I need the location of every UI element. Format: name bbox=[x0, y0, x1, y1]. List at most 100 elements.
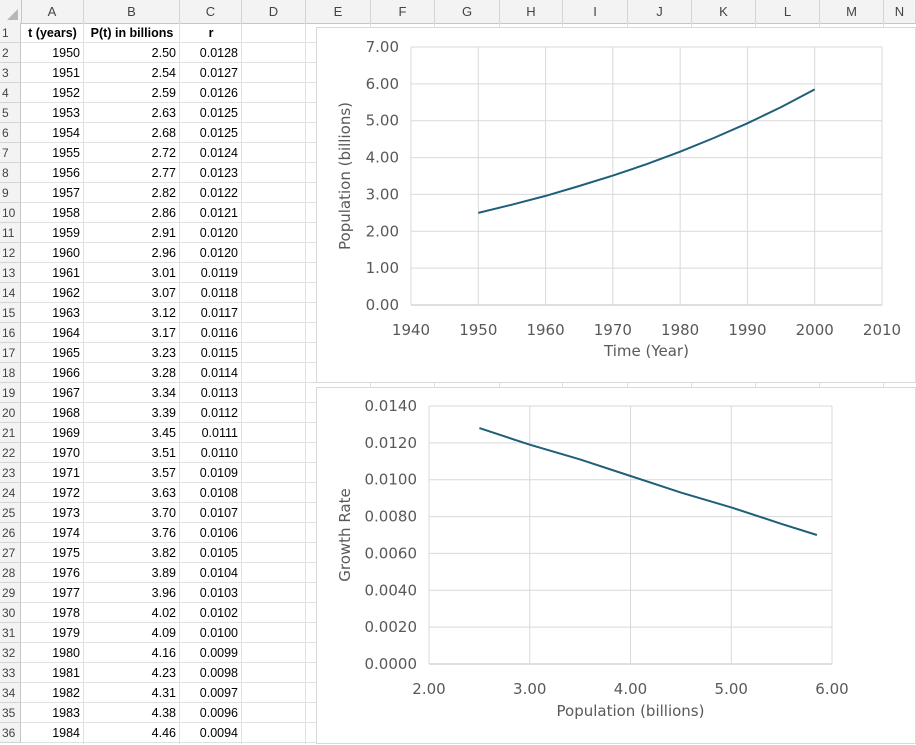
data-cell[interactable]: 0.0108 bbox=[199, 486, 238, 500]
data-cell[interactable]: 1956 bbox=[52, 166, 80, 180]
row-header-31[interactable]: 31 bbox=[0, 623, 21, 643]
data-cell[interactable]: 3.28 bbox=[151, 366, 176, 380]
data-cell[interactable]: 3.39 bbox=[151, 406, 176, 420]
data-cell[interactable]: 0.0128 bbox=[199, 46, 238, 60]
row-header-23[interactable]: 23 bbox=[0, 463, 21, 483]
row-header-32[interactable]: 32 bbox=[0, 643, 21, 663]
data-cell[interactable]: 0.0114 bbox=[200, 366, 238, 380]
row-header-20[interactable]: 20 bbox=[0, 403, 21, 423]
row-header-13[interactable]: 13 bbox=[0, 263, 21, 283]
data-cell[interactable]: 2.68 bbox=[151, 126, 176, 140]
data-cell[interactable]: 0.0098 bbox=[199, 666, 238, 680]
data-cell[interactable]: 0.0105 bbox=[199, 546, 238, 560]
data-cell[interactable]: 0.0123 bbox=[199, 166, 238, 180]
row-header-36[interactable]: 36 bbox=[0, 723, 21, 743]
data-cell[interactable]: 0.0094 bbox=[199, 726, 238, 740]
row-header-28[interactable]: 28 bbox=[0, 563, 21, 583]
data-cell[interactable]: 2.96 bbox=[151, 246, 176, 260]
row-header-34[interactable]: 34 bbox=[0, 683, 21, 703]
data-cell[interactable]: 4.16 bbox=[151, 646, 176, 660]
data-cell[interactable]: 3.82 bbox=[151, 546, 176, 560]
row-header-15[interactable]: 15 bbox=[0, 303, 21, 323]
data-cell[interactable]: 2.50 bbox=[151, 46, 176, 60]
data-cell[interactable]: 1979 bbox=[52, 626, 80, 640]
population-chart[interactable]: 0.00 1.00 2.00 3.00 4.00 5.00 6.00 7.00 1940 1950… bbox=[316, 27, 916, 383]
column-header-d[interactable]: D bbox=[242, 0, 306, 23]
column-header-f[interactable]: F bbox=[371, 0, 435, 23]
data-cell[interactable]: 1959 bbox=[52, 226, 80, 240]
data-cell[interactable]: 0.0120 bbox=[199, 246, 238, 260]
row-header-3[interactable]: 3 bbox=[0, 63, 21, 83]
data-cell[interactable]: 3.01 bbox=[151, 266, 176, 280]
data-cell[interactable]: 0.0110 bbox=[200, 446, 238, 460]
data-cell[interactable]: 0.0126 bbox=[199, 86, 238, 100]
column-header-h[interactable]: H bbox=[500, 0, 563, 23]
row-header-35[interactable]: 35 bbox=[0, 703, 21, 723]
row-header-12[interactable]: 12 bbox=[0, 243, 21, 263]
data-cell[interactable]: 0.0099 bbox=[199, 646, 238, 660]
data-cell[interactable]: 1984 bbox=[52, 726, 80, 740]
data-cell[interactable]: 0.0119 bbox=[200, 266, 238, 280]
data-cell[interactable]: 1952 bbox=[52, 86, 80, 100]
row-header-19[interactable]: 19 bbox=[0, 383, 21, 403]
data-cell[interactable]: 3.89 bbox=[151, 566, 176, 580]
data-cell[interactable]: 0.0127 bbox=[199, 66, 238, 80]
row-header-5[interactable]: 5 bbox=[0, 103, 21, 123]
row-header-4[interactable]: 4 bbox=[0, 83, 21, 103]
row-header-22[interactable]: 22 bbox=[0, 443, 21, 463]
data-cell[interactable]: 0.0097 bbox=[199, 686, 238, 700]
data-cell[interactable]: 0.0112 bbox=[200, 406, 238, 420]
data-cell[interactable]: 1957 bbox=[52, 186, 80, 200]
row-header-33[interactable]: 33 bbox=[0, 663, 21, 683]
data-cell[interactable]: 0.0107 bbox=[199, 506, 238, 520]
data-cell[interactable]: 3.57 bbox=[151, 466, 176, 480]
data-cell[interactable]: 0.0113 bbox=[200, 386, 238, 400]
data-cell[interactable]: 3.45 bbox=[151, 426, 176, 440]
data-cell[interactable]: 1976 bbox=[52, 566, 80, 580]
data-cell[interactable]: 3.17 bbox=[151, 326, 176, 340]
data-cell[interactable]: 3.70 bbox=[151, 506, 176, 520]
data-cell[interactable]: 0.0111 bbox=[201, 426, 238, 440]
data-cell[interactable]: 0.0096 bbox=[199, 706, 238, 720]
data-cell[interactable]: 0.0121 bbox=[199, 206, 238, 220]
data-cell[interactable]: 0.0118 bbox=[200, 286, 238, 300]
data-cell[interactable]: 1968 bbox=[52, 406, 80, 420]
data-cell[interactable]: 3.63 bbox=[151, 486, 176, 500]
column-header-a[interactable]: A bbox=[21, 0, 84, 23]
data-cell[interactable]: 3.07 bbox=[151, 286, 176, 300]
data-cell[interactable]: 0.0109 bbox=[199, 466, 238, 480]
data-cell[interactable]: 0.0100 bbox=[199, 626, 238, 640]
data-cell[interactable]: 2.54 bbox=[151, 66, 176, 80]
data-cell[interactable]: 1982 bbox=[52, 686, 80, 700]
column-header-j[interactable]: J bbox=[628, 0, 692, 23]
data-cell[interactable]: 1967 bbox=[52, 386, 80, 400]
column-header-i[interactable]: I bbox=[563, 0, 628, 23]
column-header-e[interactable]: E bbox=[306, 0, 371, 23]
data-cell[interactable]: 1961 bbox=[52, 266, 80, 280]
data-cell[interactable]: 1953 bbox=[52, 106, 80, 120]
data-cell[interactable]: 1954 bbox=[52, 126, 80, 140]
data-cell[interactable]: 0.0117 bbox=[200, 306, 238, 320]
data-cell[interactable]: 0.0124 bbox=[199, 146, 238, 160]
header-cell[interactable]: r bbox=[208, 26, 214, 40]
data-cell[interactable]: 1973 bbox=[52, 506, 80, 520]
data-cell[interactable]: 2.82 bbox=[151, 186, 176, 200]
column-header-n[interactable]: N bbox=[884, 0, 916, 23]
row-header-24[interactable]: 24 bbox=[0, 483, 21, 503]
data-cell[interactable]: 1972 bbox=[52, 486, 80, 500]
row-header-9[interactable]: 9 bbox=[0, 183, 21, 203]
header-cell[interactable]: t (years) bbox=[28, 26, 77, 40]
row-header-2[interactable]: 2 bbox=[0, 43, 21, 63]
row-header-1[interactable]: 1 bbox=[0, 23, 21, 43]
column-header-g[interactable]: G bbox=[435, 0, 500, 23]
row-header-14[interactable]: 14 bbox=[0, 283, 21, 303]
data-cell[interactable]: 3.23 bbox=[151, 346, 176, 360]
data-cell[interactable]: 2.59 bbox=[151, 86, 176, 100]
data-cell[interactable]: 1965 bbox=[52, 346, 80, 360]
data-cell[interactable]: 2.63 bbox=[151, 106, 176, 120]
data-cell[interactable]: 0.0122 bbox=[199, 186, 238, 200]
data-cell[interactable]: 1951 bbox=[52, 66, 80, 80]
data-cell[interactable]: 1971 bbox=[52, 466, 80, 480]
column-header-l[interactable]: L bbox=[756, 0, 820, 23]
